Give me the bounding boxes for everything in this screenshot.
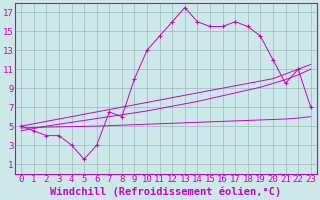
X-axis label: Windchill (Refroidissement éolien,°C): Windchill (Refroidissement éolien,°C) <box>50 187 282 197</box>
